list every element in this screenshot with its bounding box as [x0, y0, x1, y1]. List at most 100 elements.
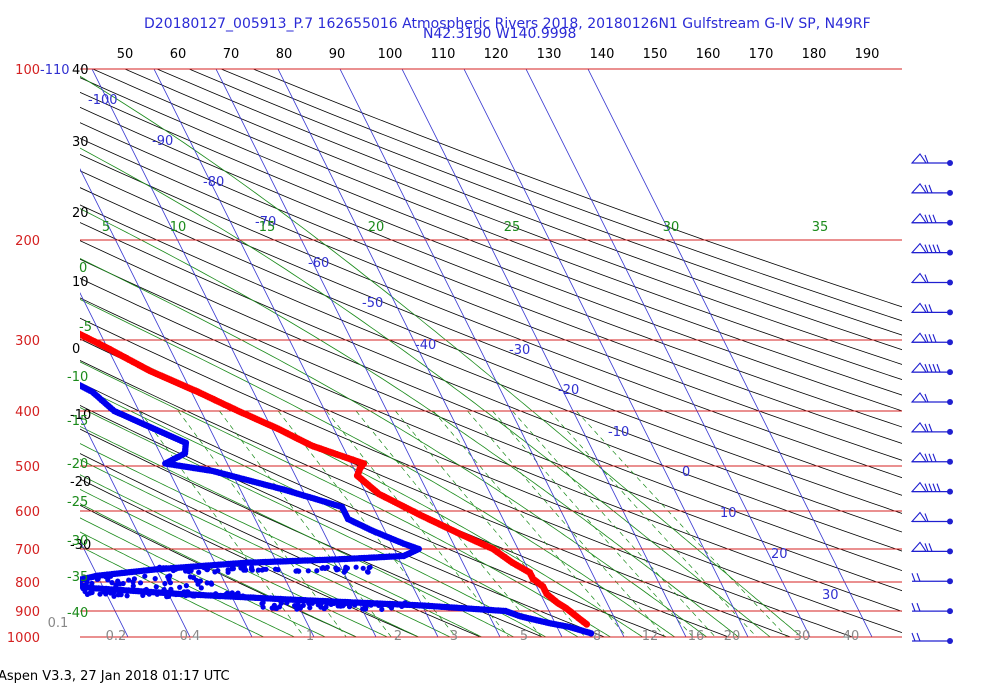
isotherm	[463, 69, 749, 637]
moist-adiabat	[80, 208, 740, 637]
dewpoint-point	[162, 580, 168, 587]
mixing-ratio-label: 0.2	[106, 629, 127, 644]
top-axis-tick: 170	[749, 47, 774, 62]
dry-adiabat	[80, 106, 902, 428]
mixing-ratio-line	[512, 410, 716, 637]
dewpoint-point	[69, 587, 74, 592]
isotherm-label: 10	[720, 506, 737, 521]
dewpoint-point	[223, 591, 229, 598]
dry-adiabat	[124, 69, 902, 365]
moist-label: 20	[368, 220, 385, 235]
dewpoint-point	[177, 584, 183, 590]
dewpoint-point	[0, 324, 1, 330]
wind-barb	[910, 511, 953, 525]
dewpoint-point	[50, 367, 56, 373]
mixing-ratio-label: 0.4	[180, 629, 201, 644]
dry-adiabat	[220, 69, 902, 322]
dewpoint-point	[108, 573, 114, 579]
top-axis-tick: 60	[170, 47, 187, 62]
dry-adiabat	[80, 453, 482, 637]
dewpoint-point	[198, 585, 204, 591]
wind-barb	[910, 421, 953, 435]
left-temp-label: 20	[72, 206, 89, 221]
dewpoint-point	[32, 352, 38, 358]
mixing-ratio-label: 16	[688, 629, 705, 644]
dewpoint-point	[95, 576, 101, 582]
dry-adiabat	[80, 338, 792, 637]
dry-adiabat	[80, 478, 420, 637]
dewpoint-point	[105, 589, 111, 595]
wind-barb	[910, 362, 953, 376]
isotherm-label: -20	[558, 383, 579, 398]
moist-left-label: -10	[67, 370, 88, 385]
temperature-point	[14, 297, 21, 304]
dewpoint-point	[57, 574, 62, 579]
dewpoint-point	[213, 591, 219, 597]
moist-adiabat	[80, 147, 771, 637]
top-isotherm-label: -110	[40, 63, 70, 78]
mixing-ratio-line	[467, 410, 666, 637]
pressure-label: 500	[15, 460, 40, 475]
mixing-ratio-line	[355, 410, 543, 637]
dewpoint-point	[2, 335, 8, 341]
dewpoint-point	[56, 371, 62, 377]
dewpoint-point	[230, 564, 236, 570]
dry-adiabat	[80, 258, 902, 592]
wind-barb	[910, 272, 953, 286]
dewpoint-point	[113, 582, 119, 588]
dewpoint-point	[58, 372, 64, 378]
dewpoint-point	[43, 591, 48, 596]
pressure-label: 400	[15, 405, 40, 420]
temperature-point	[52, 318, 59, 325]
isotherm	[80, 416, 191, 637]
dewpoint-point	[362, 605, 368, 611]
isotherm	[91, 69, 377, 637]
temperature-point	[2, 289, 9, 296]
dry-adiabat	[80, 297, 902, 634]
dewpoint-point	[84, 591, 90, 598]
moist-adiabat	[80, 545, 265, 637]
moist-adiabat	[80, 332, 644, 637]
dewpoint-point	[110, 588, 116, 594]
dewpoint-point	[360, 565, 366, 571]
dewpoint-point	[89, 580, 95, 586]
mixing-ratio-line	[277, 410, 457, 637]
dewpoint-point	[55, 592, 60, 597]
temperature-point	[31, 307, 38, 314]
temperature-point	[42, 313, 49, 320]
dewpoint-point	[229, 590, 235, 596]
dewpoint-point	[49, 593, 54, 598]
dewpoint-point	[3, 338, 9, 344]
dewpoint-point	[80, 576, 82, 583]
top-axis-tick: 80	[276, 47, 293, 62]
moist-adiabat	[80, 517, 327, 637]
dewpoint-point	[388, 605, 395, 611]
temperature-point	[63, 324, 70, 331]
left-temp-label: -30	[70, 538, 91, 553]
dewpoint-point	[43, 361, 49, 367]
dewpoint-point	[73, 591, 78, 596]
dry-adiabat	[80, 504, 358, 637]
dewpoint-point	[376, 601, 382, 607]
dewpoint-point	[54, 370, 60, 376]
dewpoint-point	[47, 576, 52, 581]
dewpoint-point	[89, 588, 95, 594]
pressure-label: 700	[15, 543, 40, 558]
left-temp-label: -10	[70, 408, 91, 423]
moist-left-label: -15	[67, 414, 88, 429]
dewpoint-point	[296, 604, 302, 610]
mixing-ratio-label: 3	[450, 629, 458, 644]
mixing-ratio-line	[492, 410, 694, 637]
isotherm-label: -50	[362, 296, 383, 311]
dewpoint-point	[191, 593, 198, 599]
dewpoint-point	[71, 592, 76, 597]
temperature-point	[12, 296, 19, 303]
isotherm	[401, 69, 687, 637]
dewpoint-point	[208, 580, 214, 586]
dewpoint-point	[130, 583, 136, 589]
mixing-ratio-label: 20	[724, 629, 741, 644]
temperature-point	[0, 284, 3, 291]
temperature-point	[61, 323, 68, 330]
dry-adiabat	[80, 222, 902, 552]
moist-left-label: -5	[79, 320, 92, 335]
